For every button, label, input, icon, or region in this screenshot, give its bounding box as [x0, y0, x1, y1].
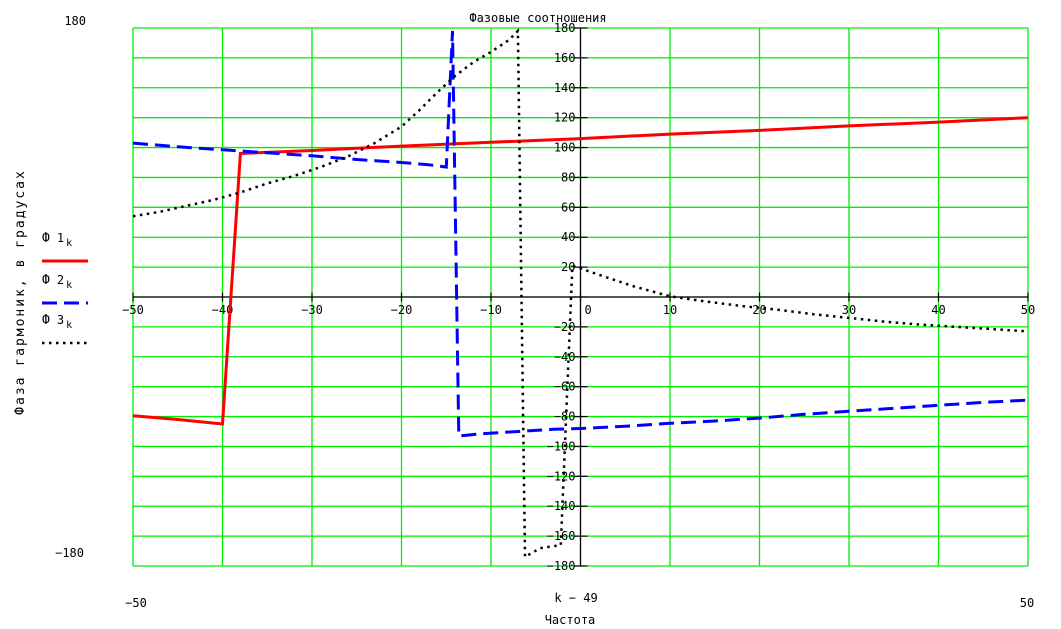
- x-tick-label: 20: [752, 303, 766, 317]
- y-tick-label: −180: [547, 559, 576, 573]
- phi-symbol: Ф: [42, 313, 50, 328]
- x-axis-expression: k − 49: [554, 591, 598, 605]
- y-tick-label: 80: [561, 170, 575, 184]
- y-tick-label: −20: [554, 320, 576, 334]
- chart-title: Фазовые соотношения: [469, 11, 607, 25]
- y-tick-label: −120: [547, 469, 576, 483]
- legend-sample-phi3: [42, 341, 88, 345]
- x-tick-label: 30: [842, 303, 856, 317]
- y-tick-label: −100: [547, 439, 576, 453]
- x-min-limit-label: −50: [125, 596, 147, 610]
- x-max-limit-label: 50: [1019, 596, 1035, 610]
- y-tick-label: 60: [561, 200, 575, 214]
- legend-sample-phi2: [42, 301, 88, 305]
- x-tick-label: −10: [480, 303, 502, 317]
- x-tick-label: −50: [122, 303, 144, 317]
- y-tick-label: 40: [561, 230, 575, 244]
- y-tick-label: 120: [554, 111, 576, 125]
- phi-symbol: Ф: [42, 273, 50, 288]
- y-tick-label: −80: [554, 410, 576, 424]
- x-tick-label: 0: [585, 303, 592, 317]
- phi-symbol: Ф: [42, 231, 50, 246]
- x-tick-label: −20: [391, 303, 413, 317]
- x-tick-label: 10: [663, 303, 677, 317]
- y-tick-label: −60: [554, 380, 576, 394]
- y-tick-label: 140: [554, 81, 576, 95]
- series-phi3-line: [132, 28, 1029, 560]
- y-tick-label: −40: [554, 350, 576, 364]
- y-min-limit-label: −180: [55, 546, 84, 560]
- y-tick-label: 160: [554, 51, 576, 65]
- y-max-limit-label: 180: [64, 14, 86, 28]
- legend-sample-phi1: [42, 259, 88, 263]
- x-tick-label: −30: [301, 303, 323, 317]
- x-tick-label: 50: [1021, 303, 1035, 317]
- y-tick-label: −140: [547, 499, 576, 513]
- x-tick-label: −40: [212, 303, 234, 317]
- x-tick-label: 40: [931, 303, 945, 317]
- series-phi1-line: [132, 116, 1029, 426]
- y-tick-label: 180: [554, 21, 576, 35]
- series-phi2-line: [132, 30, 1029, 438]
- y-tick-label: 100: [554, 141, 576, 155]
- y-axis-title: Фаза гармоник, в градусах: [13, 169, 28, 415]
- x-axis-title: Частота: [544, 613, 596, 627]
